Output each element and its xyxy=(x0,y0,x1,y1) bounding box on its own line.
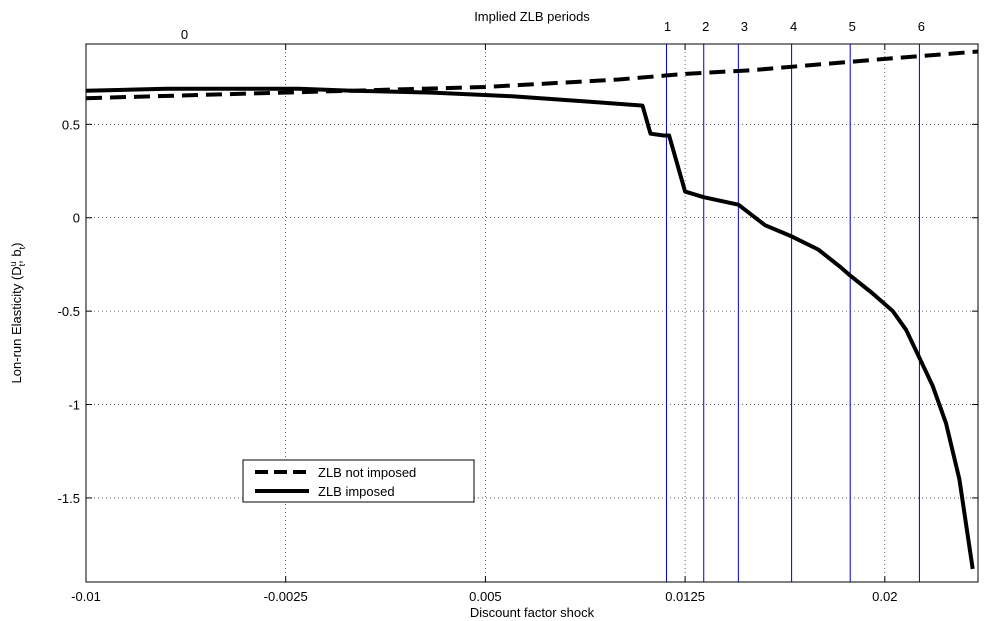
legend-label: ZLB not imposed xyxy=(318,465,416,480)
y-axis-label-text: Lon-run Elasticity (Dut, bt) xyxy=(8,243,27,384)
x-tick-label: -0.0025 xyxy=(264,589,308,604)
x-tick-label: -0.01 xyxy=(71,589,101,604)
legend-box xyxy=(242,459,475,503)
y-tick-label: -1 xyxy=(68,398,80,413)
chart-title: Implied ZLB periods xyxy=(474,9,590,24)
plot-area xyxy=(85,49,979,570)
zlb-period-label-zero: 0 xyxy=(181,27,188,42)
zlb-period-label: 5 xyxy=(849,19,856,34)
y-tick-label: 0 xyxy=(73,211,80,226)
x-tick-label: 0.005 xyxy=(469,589,502,604)
x-tick-label: 0.02 xyxy=(872,589,897,604)
axes-box xyxy=(85,43,979,583)
legend-label: ZLB imposed xyxy=(318,484,395,499)
y-axis-label: Lon-run Elasticity (Dut, bt) xyxy=(8,243,27,384)
y-tick-label: -1.5 xyxy=(58,491,80,506)
series-line-zlb-imposed xyxy=(85,86,975,570)
axes-frame xyxy=(85,43,979,583)
legend: ZLB not imposed ZLB imposed xyxy=(242,459,475,503)
series-line-zlb-not-imposed xyxy=(85,49,979,101)
zlb-period-label: 3 xyxy=(741,19,748,34)
axis-ticks: -0.01 -0.0025 0.005 0.0125 0.02 -1.5 -1 -0.5 0 0.… xyxy=(58,44,978,604)
y-tick-label: -0.5 xyxy=(58,304,80,319)
zlb-period-label: 1 xyxy=(664,19,671,34)
zlb-period-label: 6 xyxy=(918,19,925,34)
zlb-period-label: 2 xyxy=(702,19,709,34)
zlb-period-label: 4 xyxy=(790,19,797,34)
x-axis-label: Discount factor shock xyxy=(470,605,595,620)
y-tick-label: 0.5 xyxy=(62,117,80,132)
x-tick-label: 0.0125 xyxy=(665,589,705,604)
